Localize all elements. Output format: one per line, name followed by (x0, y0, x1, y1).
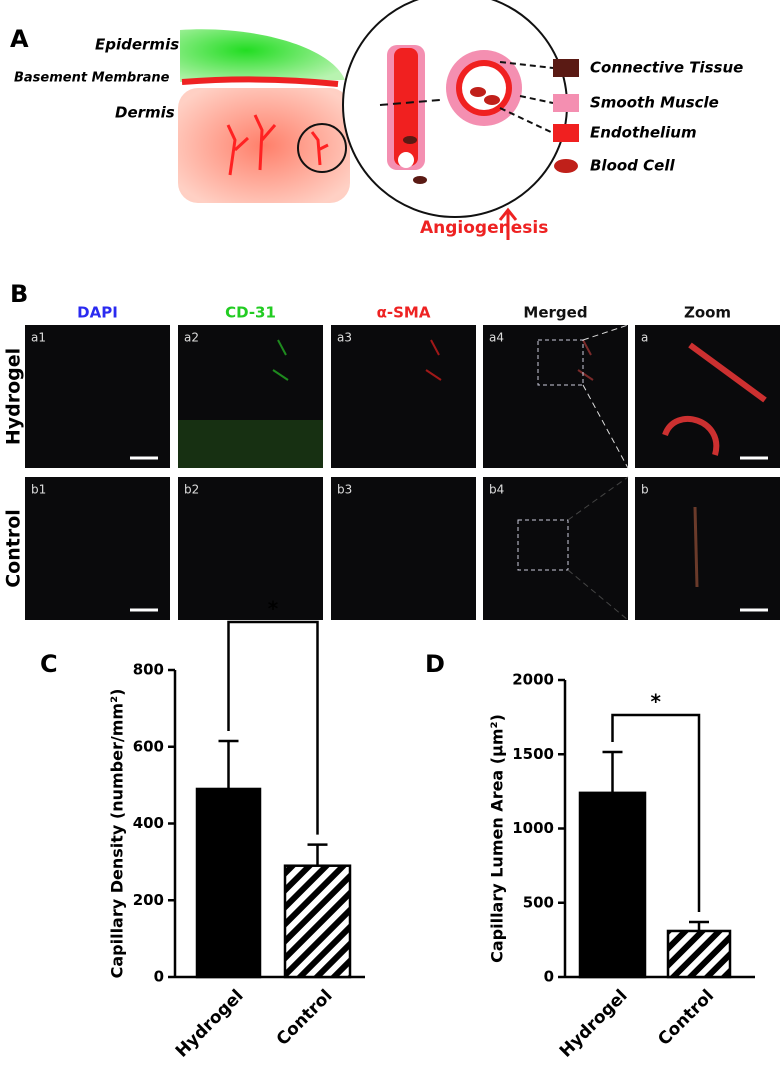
y-tick-label: 200 (133, 891, 164, 909)
epidermis-layer (180, 29, 345, 83)
vessel-signal (425, 339, 442, 381)
micrograph (331, 477, 476, 620)
micrograph (25, 325, 170, 468)
arrow (498, 207, 518, 240)
vessel-signal (662, 342, 767, 456)
micrograph (635, 477, 780, 620)
vessel-lumen (394, 48, 418, 166)
row-label: Hydrogel (3, 348, 25, 445)
legend-label: Endothelium (590, 124, 697, 142)
y-tick-label: 0 (154, 968, 164, 986)
label: Dermis (115, 104, 175, 122)
label: Epidermis (95, 36, 179, 54)
x-tick-label: Control (273, 986, 337, 1050)
significance-bracket (611, 713, 701, 913)
panel-label: C (40, 650, 58, 678)
significance-bracket (227, 620, 319, 835)
cell-label: a3 (337, 331, 352, 345)
y-tick-label: 400 (133, 814, 164, 832)
zoom-box (537, 339, 584, 386)
annotation: Angiogenesis (420, 218, 548, 238)
cell-label: b1 (31, 483, 46, 497)
panel-label: A (10, 25, 29, 53)
micrographs: B DAPI CD-31 α-SMA Merged Zoom Hydrogel a1 a2 a3… (3, 280, 780, 621)
legend-swatch (554, 159, 578, 173)
vessel-signal (272, 339, 289, 381)
panel-label: B (10, 280, 28, 308)
cell-label: a (641, 331, 648, 345)
vessel-signal (693, 506, 699, 588)
cell-label: b4 (489, 483, 504, 497)
diagram: A Angiogenesis Epidermis Basement Membra… (10, 0, 743, 240)
legend-swatch (553, 124, 579, 142)
y-tick-label: 500 (523, 893, 554, 911)
micrograph (483, 477, 628, 620)
x-tick-label: Hydrogel (172, 986, 248, 1062)
y-tick-label: 600 (133, 737, 164, 755)
cell-label: a2 (184, 331, 199, 345)
vessel-end (398, 152, 414, 168)
zoom-box (517, 519, 569, 571)
legend-swatch (553, 94, 579, 112)
column-header: DAPI (77, 304, 118, 322)
legend-label: Blood Cell (590, 157, 675, 175)
membrane (181, 76, 339, 87)
zoom-lines (582, 324, 629, 469)
legend-label: Smooth Muscle (590, 94, 719, 112)
column-header: CD-31 (225, 304, 276, 322)
cell-label: a4 (489, 331, 504, 345)
micrograph (483, 325, 628, 468)
label: Basement Membrane (14, 71, 170, 86)
bar (283, 864, 352, 979)
zoom-lines (567, 476, 629, 621)
cell-label: b2 (184, 483, 199, 497)
vessels (226, 114, 329, 176)
bar (578, 791, 647, 979)
cell-label: b3 (337, 483, 352, 497)
row-label: Control (3, 509, 25, 588)
legend-label: Connective Tissue (590, 59, 743, 77)
significance-label: * (268, 597, 279, 621)
x-tick-label: Control (654, 986, 718, 1050)
y-axis-label: Capillary Density (number/mm²) (108, 689, 127, 979)
micrograph (331, 325, 476, 468)
legend-swatch (553, 59, 579, 77)
column-header: Merged (523, 304, 587, 322)
micrograph (178, 477, 323, 620)
bar (195, 787, 262, 979)
micrograph (25, 477, 170, 620)
column-header: α-SMA (377, 304, 431, 322)
y-tick-label: 800 (133, 661, 164, 679)
y-axis-label: Capillary Lumen Area (μm²) (488, 714, 507, 963)
legend: Connective Tissue Smooth Muscle Endotheliu… (553, 59, 743, 175)
tissue-signal (178, 420, 323, 468)
zoom-circle (297, 123, 347, 173)
vessel-signal (577, 339, 594, 381)
cell-label: a1 (31, 331, 46, 345)
column-header: Zoom (684, 304, 731, 322)
cell-label: b (641, 483, 649, 497)
charts: C Capillary Density (number/mm²) 0 200 400 60… (40, 597, 755, 1062)
x-tick-label: Hydrogel (556, 986, 632, 1062)
y-tick-label: 1000 (512, 819, 554, 837)
significance-label: * (651, 690, 662, 714)
y-tick-label: 2000 (512, 671, 554, 689)
dermis-layer (178, 88, 350, 203)
y-tick-label: 1500 (512, 745, 554, 763)
y-tick-label: 0 (544, 968, 554, 986)
panel-label: D (425, 650, 445, 678)
bar (666, 929, 732, 979)
